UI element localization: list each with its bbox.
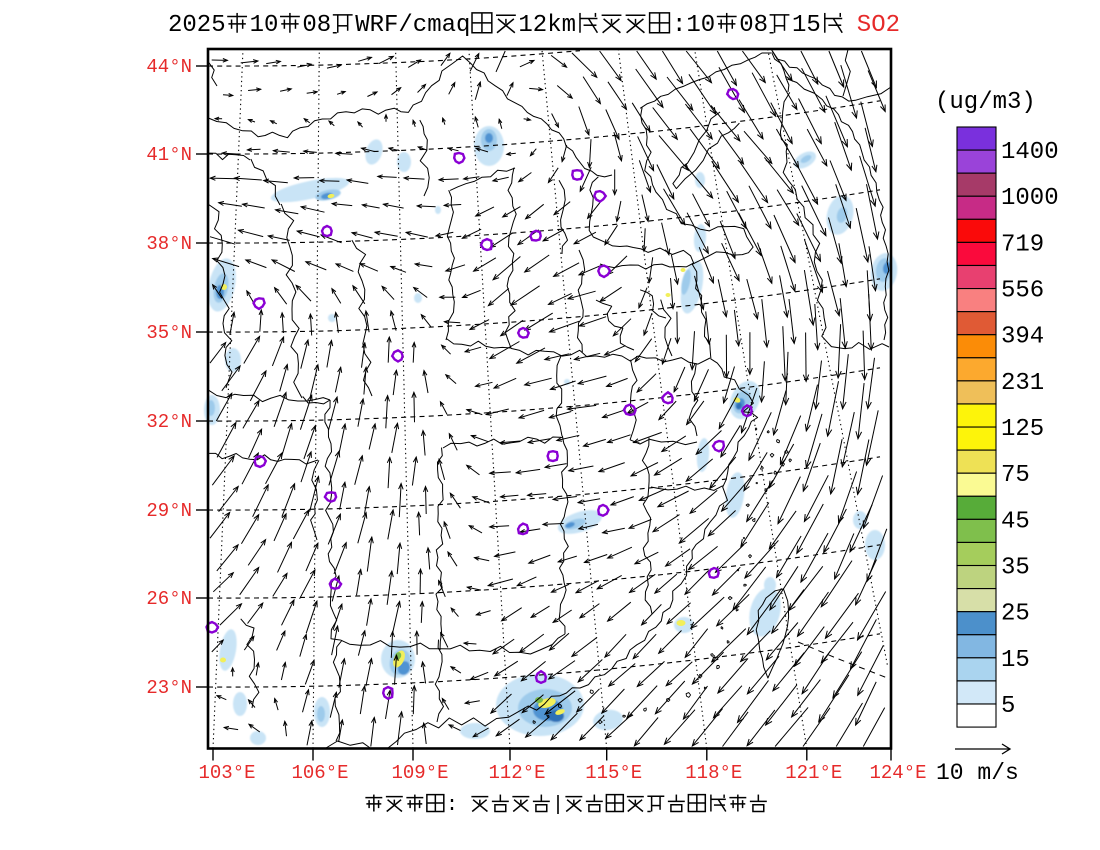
svg-text:121°E: 121°E: [785, 762, 842, 784]
svg-text:29°N: 29°N: [146, 500, 192, 522]
svg-text:5: 5: [1001, 693, 1015, 720]
svg-text:106°E: 106°E: [291, 762, 348, 784]
svg-text:|: |: [552, 794, 564, 817]
svg-text:23°N: 23°N: [146, 677, 192, 699]
svg-text:41°N: 41°N: [146, 144, 192, 166]
svg-text:1400: 1400: [1001, 139, 1059, 166]
svg-text:32°N: 32°N: [146, 411, 192, 433]
svg-text:44°N: 44°N: [146, 56, 192, 78]
svg-text:15: 15: [1001, 647, 1030, 674]
svg-text:12km: 12km: [518, 12, 576, 39]
svg-text::: :: [672, 12, 686, 39]
svg-text:25: 25: [1001, 601, 1030, 628]
svg-text:15: 15: [792, 12, 821, 39]
svg-text:35°N: 35°N: [146, 322, 192, 344]
svg-text:115°E: 115°E: [585, 762, 642, 784]
svg-text:10 m/s: 10 m/s: [936, 760, 1019, 786]
svg-text:(ug/m3): (ug/m3): [935, 89, 1036, 116]
svg-text:125: 125: [1001, 416, 1044, 443]
svg-text:45: 45: [1001, 508, 1030, 535]
svg-text:2025: 2025: [168, 12, 226, 39]
svg-text:124°E: 124°E: [869, 762, 926, 784]
svg-text:719: 719: [1001, 231, 1044, 258]
svg-text:103°E: 103°E: [198, 762, 255, 784]
svg-text:WRF/cmaq: WRF/cmaq: [355, 12, 470, 39]
svg-text:394: 394: [1001, 324, 1044, 351]
svg-text:08: 08: [302, 12, 331, 39]
svg-text:08: 08: [739, 12, 768, 39]
svg-text:10: 10: [250, 12, 279, 39]
svg-text:26°N: 26°N: [146, 588, 192, 610]
svg-text:SO2: SO2: [857, 12, 900, 39]
svg-text:112°E: 112°E: [488, 762, 545, 784]
svg-text:38°N: 38°N: [146, 233, 192, 255]
svg-text:1000: 1000: [1001, 185, 1059, 212]
svg-text:75: 75: [1001, 462, 1030, 489]
svg-text:35: 35: [1001, 555, 1030, 582]
svg-text:109°E: 109°E: [391, 762, 448, 784]
svg-text:556: 556: [1001, 278, 1044, 305]
svg-text::: :: [446, 794, 458, 817]
svg-text:118°E: 118°E: [685, 762, 742, 784]
svg-text:231: 231: [1001, 370, 1044, 397]
svg-text:10: 10: [686, 12, 715, 39]
